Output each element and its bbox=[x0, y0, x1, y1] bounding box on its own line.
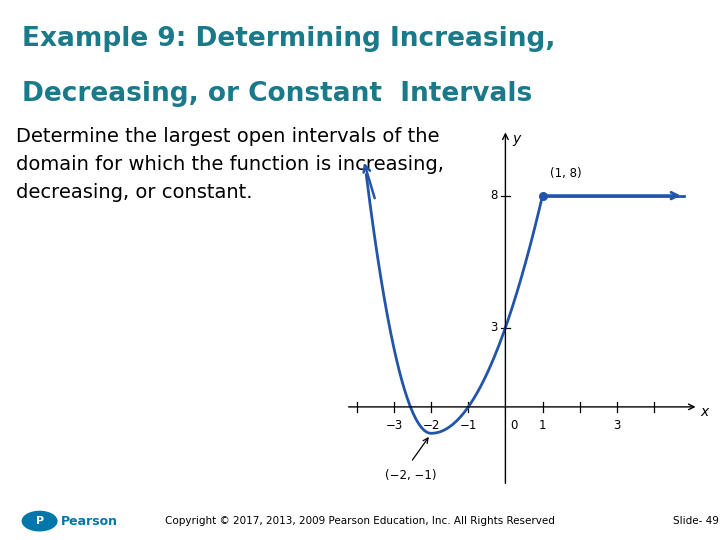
Text: P: P bbox=[35, 516, 44, 526]
Text: 0: 0 bbox=[510, 419, 517, 432]
Text: −2: −2 bbox=[423, 419, 440, 432]
Text: −3: −3 bbox=[385, 419, 402, 432]
Text: (1, 8): (1, 8) bbox=[550, 167, 582, 180]
Ellipse shape bbox=[22, 511, 58, 531]
Text: 3: 3 bbox=[490, 321, 498, 334]
Text: 1: 1 bbox=[539, 419, 546, 432]
Text: Slide- 49: Slide- 49 bbox=[673, 516, 719, 526]
Text: 8: 8 bbox=[490, 189, 498, 202]
Text: Determine the largest open intervals of the
domain for which the function is inc: Determine the largest open intervals of … bbox=[16, 127, 444, 202]
Text: y: y bbox=[512, 132, 521, 146]
Text: Example 9: Determining Increasing,: Example 9: Determining Increasing, bbox=[22, 26, 555, 52]
Text: Copyright © 2017, 2013, 2009 Pearson Education, Inc. All Rights Reserved: Copyright © 2017, 2013, 2009 Pearson Edu… bbox=[165, 516, 555, 526]
Text: Decreasing, or Constant  Intervals: Decreasing, or Constant Intervals bbox=[22, 81, 532, 107]
Text: Pearson: Pearson bbox=[61, 515, 118, 528]
Text: (−2, −1): (−2, −1) bbox=[385, 469, 436, 482]
Text: x: x bbox=[701, 405, 708, 419]
Text: −1: −1 bbox=[459, 419, 477, 432]
Text: 3: 3 bbox=[613, 419, 621, 432]
